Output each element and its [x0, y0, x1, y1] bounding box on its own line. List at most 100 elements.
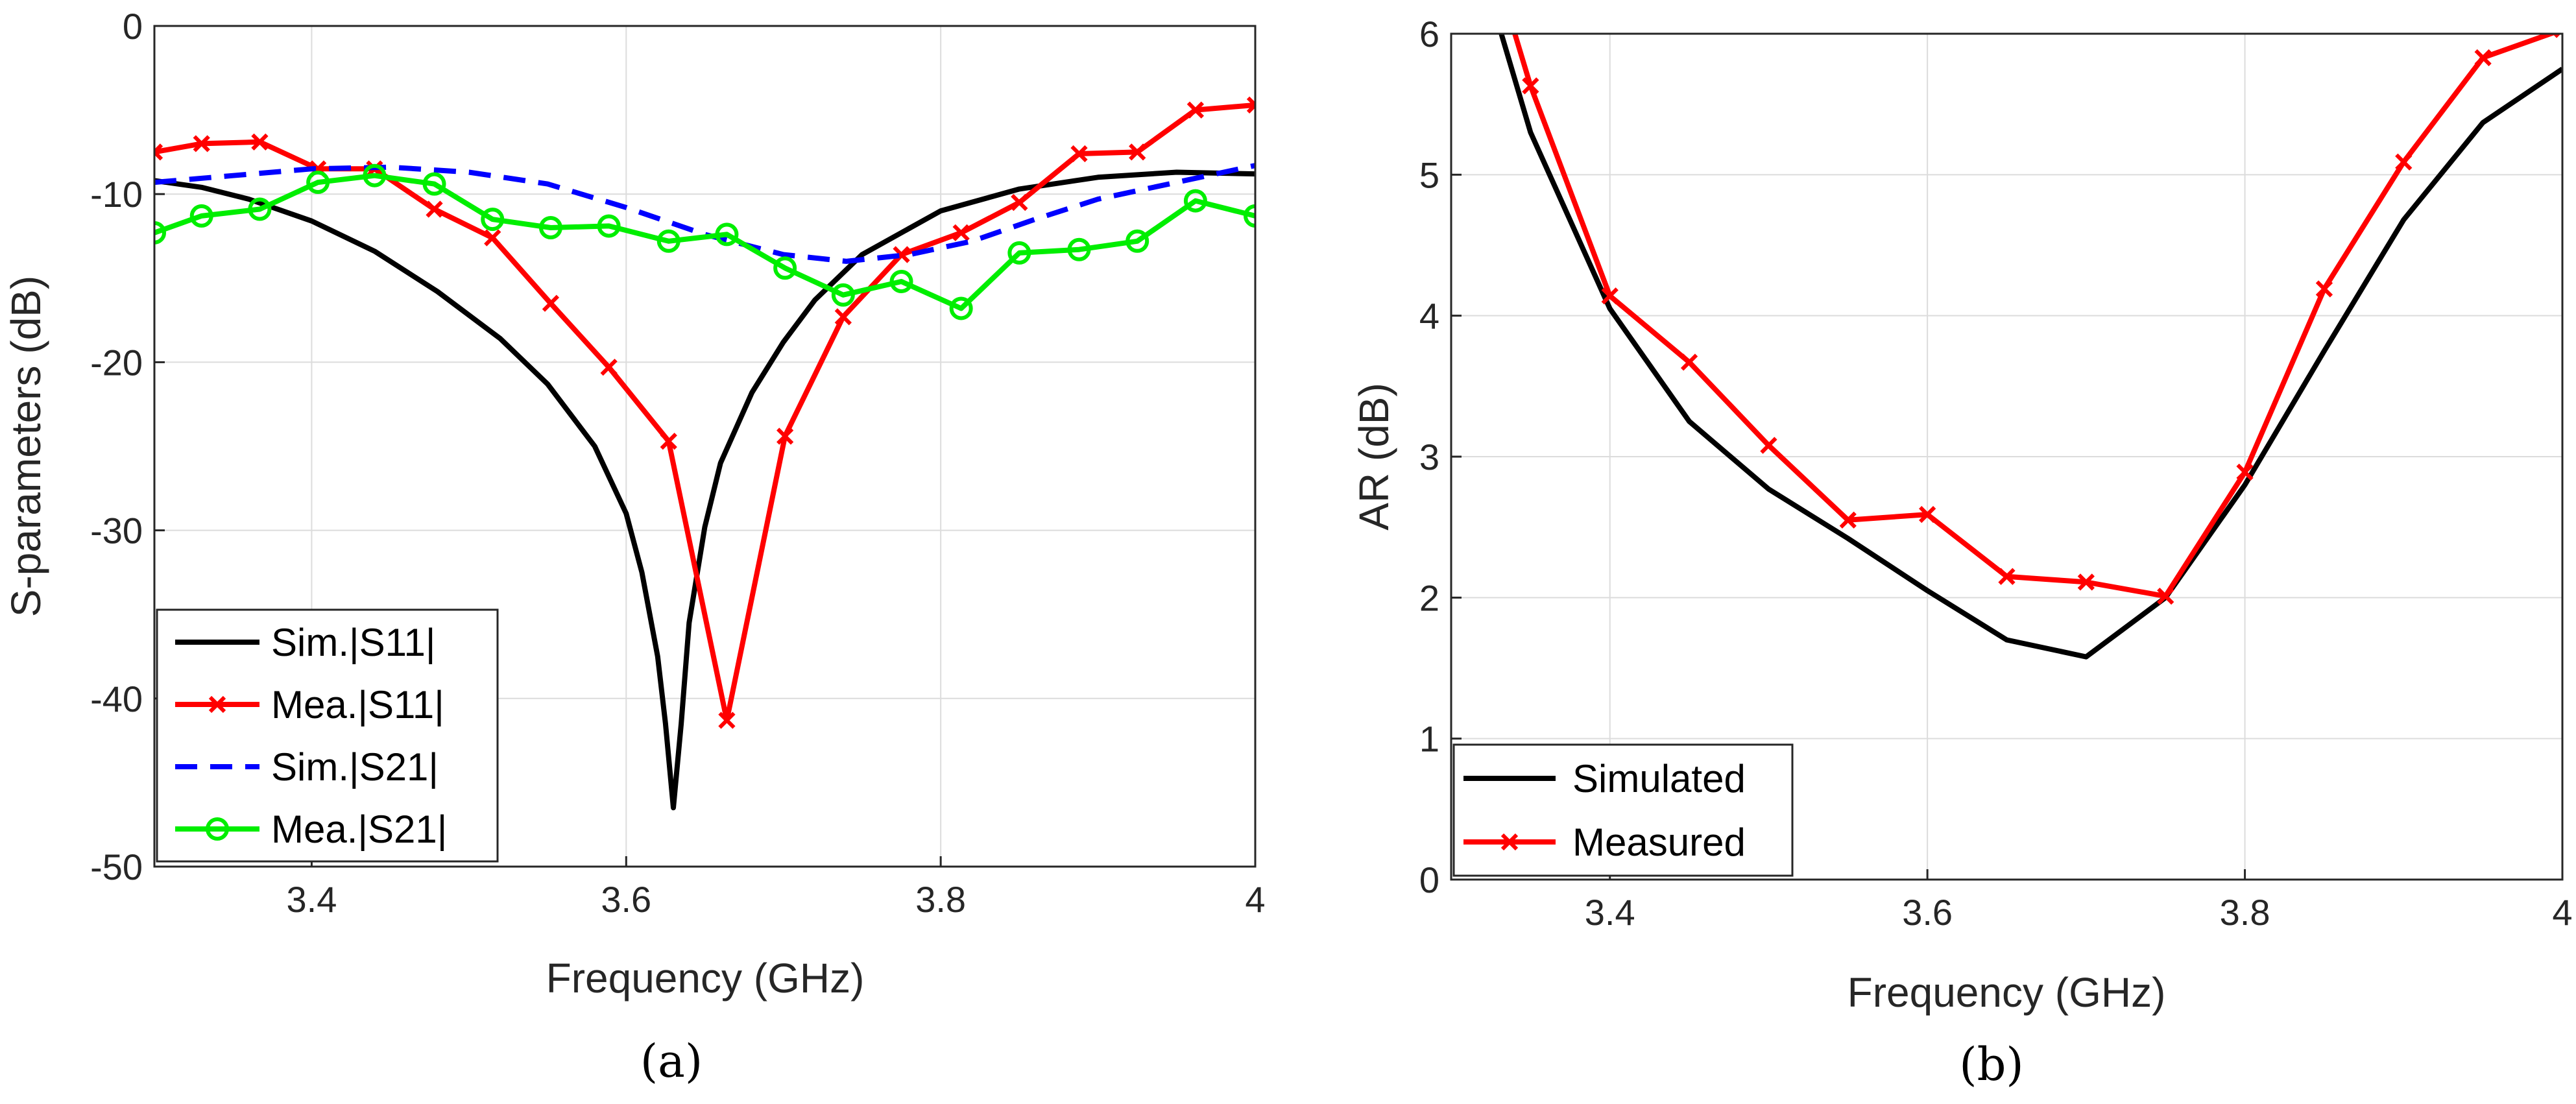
data-point	[1998, 568, 2016, 585]
series-line-a-0	[154, 169, 1255, 811]
data-point	[1011, 194, 1028, 211]
data-point	[2157, 588, 2174, 605]
data-point	[776, 427, 794, 445]
y-tick-label: 0	[123, 6, 143, 47]
data-point	[426, 200, 443, 218]
x-tick-label: 4	[2552, 892, 2572, 933]
panel-a-y-axis-label: S-parameters (dB)	[3, 276, 49, 617]
y-tick-label: -50	[90, 846, 143, 887]
data-point	[952, 224, 970, 241]
data-point	[1680, 354, 1698, 371]
y-tick-label: 1	[1419, 719, 1439, 760]
x-tick-label: 3.8	[915, 879, 966, 920]
data-point	[251, 133, 269, 150]
data-point	[893, 246, 910, 263]
data-point	[597, 214, 621, 238]
data-point	[2395, 153, 2413, 171]
legend-label: Simulated	[1572, 757, 1746, 800]
panel-b-legend: Simulated Measured	[1452, 743, 1794, 877]
panel-a-caption: (a)	[640, 1035, 703, 1088]
data-point	[248, 197, 272, 221]
data-point	[1007, 241, 1031, 265]
data-point	[306, 171, 330, 195]
panel-a-s-parameters: 3.4 3.6 3.8 4 0 -10 -20 -30 -40 -50 Frequency (GH…	[3, 6, 1266, 1088]
y-tick-label: 6	[1419, 14, 1439, 54]
panel-b-axial-ratio: 3.4 3.6 3.8 4 0 1 2 3 4 5 6 Frequency (GHz) AR (dB…	[1351, 14, 2573, 1091]
panel-a-series	[154, 96, 1255, 811]
legend-label: Mea.|S21|	[271, 808, 447, 851]
data-point	[2315, 280, 2333, 298]
legend-label: Mea.|S11|	[271, 683, 444, 726]
y-tick-label: 4	[1419, 296, 1439, 337]
legend-marker	[208, 695, 226, 714]
y-tick-label: -30	[90, 510, 143, 551]
data-point	[1186, 101, 1204, 119]
panel-b-legend-box	[1452, 743, 1794, 877]
y-tick-label: 5	[1419, 154, 1439, 195]
data-point	[1246, 96, 1255, 114]
series-line-b-1	[1512, 34, 2558, 599]
y-tick-label: -20	[90, 342, 143, 383]
data-point	[481, 208, 505, 232]
data-point	[484, 229, 501, 246]
x-tick-label: 3.4	[1585, 892, 1635, 933]
y-tick-label: 3	[1419, 437, 1439, 477]
x-tick-label: 3.6	[1902, 892, 1953, 933]
data-point	[422, 172, 446, 196]
legend-label: Measured	[1572, 821, 1746, 864]
data-point	[2236, 463, 2254, 481]
data-point	[831, 283, 855, 307]
panel-a-tick-labels: 3.4 3.6 3.8 4 0 -10 -20 -30 -40 -50	[90, 6, 1266, 920]
series-line-b-0	[1499, 34, 2562, 660]
data-point	[1244, 204, 1255, 228]
data-point	[600, 359, 618, 376]
data-point	[1919, 505, 1936, 523]
x-tick-label: 3.4	[286, 879, 337, 920]
data-point	[715, 222, 739, 246]
legend-label: Sim.|S11|	[271, 621, 435, 664]
data-point	[2474, 49, 2492, 67]
legend-marker	[1500, 833, 1519, 851]
data-point	[949, 296, 973, 320]
panel-b-caption: (b)	[1959, 1038, 2023, 1091]
panel-b-tick-labels: 3.4 3.6 3.8 4 0 1 2 3 4 5 6	[1419, 14, 2573, 933]
data-point	[2077, 573, 2095, 591]
y-tick-label: 2	[1419, 577, 1439, 618]
panel-a-axes-frame	[153, 25, 1257, 868]
data-point	[193, 135, 210, 152]
data-point	[154, 143, 163, 161]
y-tick-label: -40	[90, 678, 143, 719]
data-point	[1839, 511, 1857, 529]
panel-b-series	[1499, 34, 2562, 660]
x-tick-label: 3.6	[601, 879, 651, 920]
data-point	[1129, 143, 1146, 161]
series-line-a-1	[154, 102, 1255, 723]
data-point	[773, 256, 797, 280]
data-point	[1522, 77, 1539, 95]
series-line-a-3	[154, 173, 1255, 311]
data-point	[1070, 145, 1088, 163]
data-point	[1125, 229, 1150, 253]
data-point	[1183, 189, 1207, 213]
data-point	[363, 163, 387, 187]
data-point	[656, 229, 680, 253]
x-tick-label: 3.8	[2220, 892, 2270, 933]
data-point	[154, 221, 166, 245]
data-point	[660, 433, 677, 450]
data-point	[834, 308, 852, 326]
legend-marker	[206, 817, 229, 841]
panel-b-y-axis-label: AR (dB)	[1351, 383, 1397, 531]
panel-a-x-axis-label: Frequency (GHz)	[546, 955, 865, 1002]
data-point	[542, 294, 560, 312]
data-point	[1067, 237, 1091, 261]
data-point	[538, 216, 562, 240]
x-tick-label: 4	[1245, 879, 1265, 920]
data-point	[718, 712, 736, 729]
panel-a-legend: Sim.|S11| Mea.|S11| Sim.|S21| Mea.|S21|	[156, 608, 499, 863]
y-tick-label: 0	[1419, 859, 1439, 900]
panel-b-x-axis-label: Frequency (GHz)	[1848, 969, 2166, 1016]
data-point	[1760, 437, 1777, 454]
data-point	[189, 204, 213, 228]
y-tick-label: -10	[90, 174, 143, 215]
